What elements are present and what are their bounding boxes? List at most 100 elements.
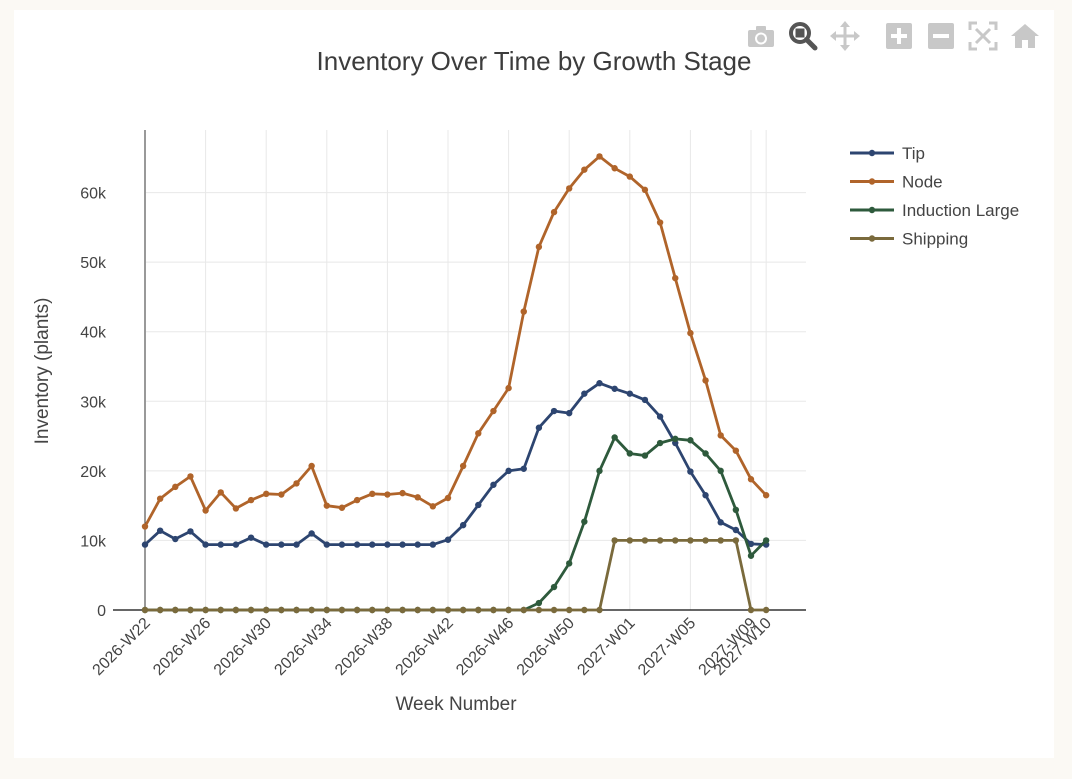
data-point[interactable] <box>278 491 285 498</box>
data-point[interactable] <box>475 430 482 437</box>
data-point[interactable] <box>687 437 694 444</box>
data-point[interactable] <box>717 537 724 544</box>
data-point[interactable] <box>550 606 558 614</box>
data-point[interactable] <box>263 606 270 614</box>
data-point[interactable] <box>444 494 452 502</box>
data-point[interactable] <box>762 537 770 544</box>
data-point[interactable] <box>217 606 224 614</box>
data-point[interactable] <box>535 606 543 614</box>
data-point[interactable] <box>338 504 346 511</box>
data-point[interactable] <box>444 536 452 543</box>
data-point[interactable] <box>369 541 376 548</box>
data-point[interactable] <box>641 452 649 459</box>
data-point[interactable] <box>717 467 724 475</box>
data-point[interactable] <box>172 606 179 614</box>
data-point[interactable] <box>596 380 603 387</box>
data-point[interactable] <box>566 606 573 614</box>
data-point[interactable] <box>353 541 361 548</box>
data-point[interactable] <box>641 537 649 544</box>
legend[interactable]: Tip Node Induction Large Shipping <box>850 144 1019 249</box>
data-point[interactable] <box>656 537 664 544</box>
data-point[interactable] <box>687 537 694 544</box>
data-point[interactable] <box>732 526 740 534</box>
data-point[interactable] <box>490 606 497 614</box>
data-point[interactable] <box>323 606 330 614</box>
data-point[interactable] <box>187 473 194 480</box>
data-point[interactable] <box>232 541 240 548</box>
data-point[interactable] <box>414 541 421 548</box>
data-point[interactable] <box>323 541 330 548</box>
data-point[interactable] <box>611 165 618 172</box>
legend-item[interactable]: Node <box>850 173 943 192</box>
data-point[interactable] <box>535 599 543 607</box>
data-point[interactable] <box>566 185 573 192</box>
data-point[interactable] <box>308 530 315 537</box>
legend-item[interactable]: Tip <box>850 144 925 163</box>
data-point[interactable] <box>263 490 270 498</box>
data-point[interactable] <box>747 540 755 548</box>
data-point[interactable] <box>308 606 315 614</box>
data-point[interactable] <box>550 208 558 216</box>
data-point[interactable] <box>747 476 755 483</box>
data-point[interactable] <box>581 518 588 525</box>
legend-item[interactable]: Shipping <box>850 230 968 249</box>
data-point[interactable] <box>141 606 149 614</box>
data-point[interactable] <box>187 606 194 614</box>
data-point[interactable] <box>702 450 709 457</box>
data-point[interactable] <box>141 523 149 530</box>
data-point[interactable] <box>520 465 527 472</box>
data-point[interactable] <box>293 480 300 487</box>
zoom-icon[interactable] <box>786 19 820 53</box>
data-point[interactable] <box>156 495 164 502</box>
data-point[interactable] <box>641 396 649 404</box>
data-point[interactable] <box>535 243 543 251</box>
data-point[interactable] <box>505 606 512 614</box>
data-point[interactable] <box>399 541 406 548</box>
data-point[interactable] <box>444 606 452 614</box>
data-point[interactable] <box>459 462 467 470</box>
data-point[interactable] <box>490 481 497 488</box>
data-point[interactable] <box>232 505 240 512</box>
data-point[interactable] <box>217 541 224 548</box>
data-point[interactable] <box>353 496 361 504</box>
data-point[interactable] <box>656 219 664 226</box>
pan-icon[interactable] <box>828 19 862 53</box>
data-point[interactable] <box>475 501 482 509</box>
data-point[interactable] <box>626 173 633 180</box>
data-point[interactable] <box>459 521 467 529</box>
data-point[interactable] <box>581 390 588 397</box>
legend-item[interactable]: Induction Large <box>850 201 1019 220</box>
data-point[interactable] <box>656 413 664 420</box>
data-point[interactable] <box>156 527 164 534</box>
data-point[interactable] <box>581 166 588 173</box>
data-point[interactable] <box>247 496 255 504</box>
data-point[interactable] <box>414 606 421 614</box>
data-point[interactable] <box>293 606 300 614</box>
data-point[interactable] <box>732 537 740 544</box>
data-point[interactable] <box>596 467 603 475</box>
data-point[interactable] <box>717 432 724 439</box>
data-point[interactable] <box>308 462 315 470</box>
data-point[interactable] <box>414 494 421 501</box>
data-point[interactable] <box>172 483 179 491</box>
autoscale-icon[interactable] <box>966 19 1000 53</box>
home-icon[interactable] <box>1008 19 1042 53</box>
zoom-in-icon[interactable] <box>882 19 916 53</box>
data-point[interactable] <box>459 606 467 614</box>
data-point[interactable] <box>581 606 588 614</box>
data-point[interactable] <box>429 541 437 548</box>
data-point[interactable] <box>762 606 770 614</box>
data-point[interactable] <box>384 541 391 548</box>
data-point[interactable] <box>626 450 633 457</box>
data-point[interactable] <box>672 274 679 282</box>
data-point[interactable] <box>384 491 391 498</box>
data-point[interactable] <box>747 606 755 614</box>
data-point[interactable] <box>141 541 149 548</box>
data-point[interactable] <box>399 606 406 614</box>
data-point[interactable] <box>626 537 633 544</box>
data-point[interactable] <box>369 490 376 498</box>
data-point[interactable] <box>717 519 724 526</box>
data-point[interactable] <box>278 541 285 548</box>
data-point[interactable] <box>429 606 437 614</box>
data-point[interactable] <box>672 435 679 443</box>
